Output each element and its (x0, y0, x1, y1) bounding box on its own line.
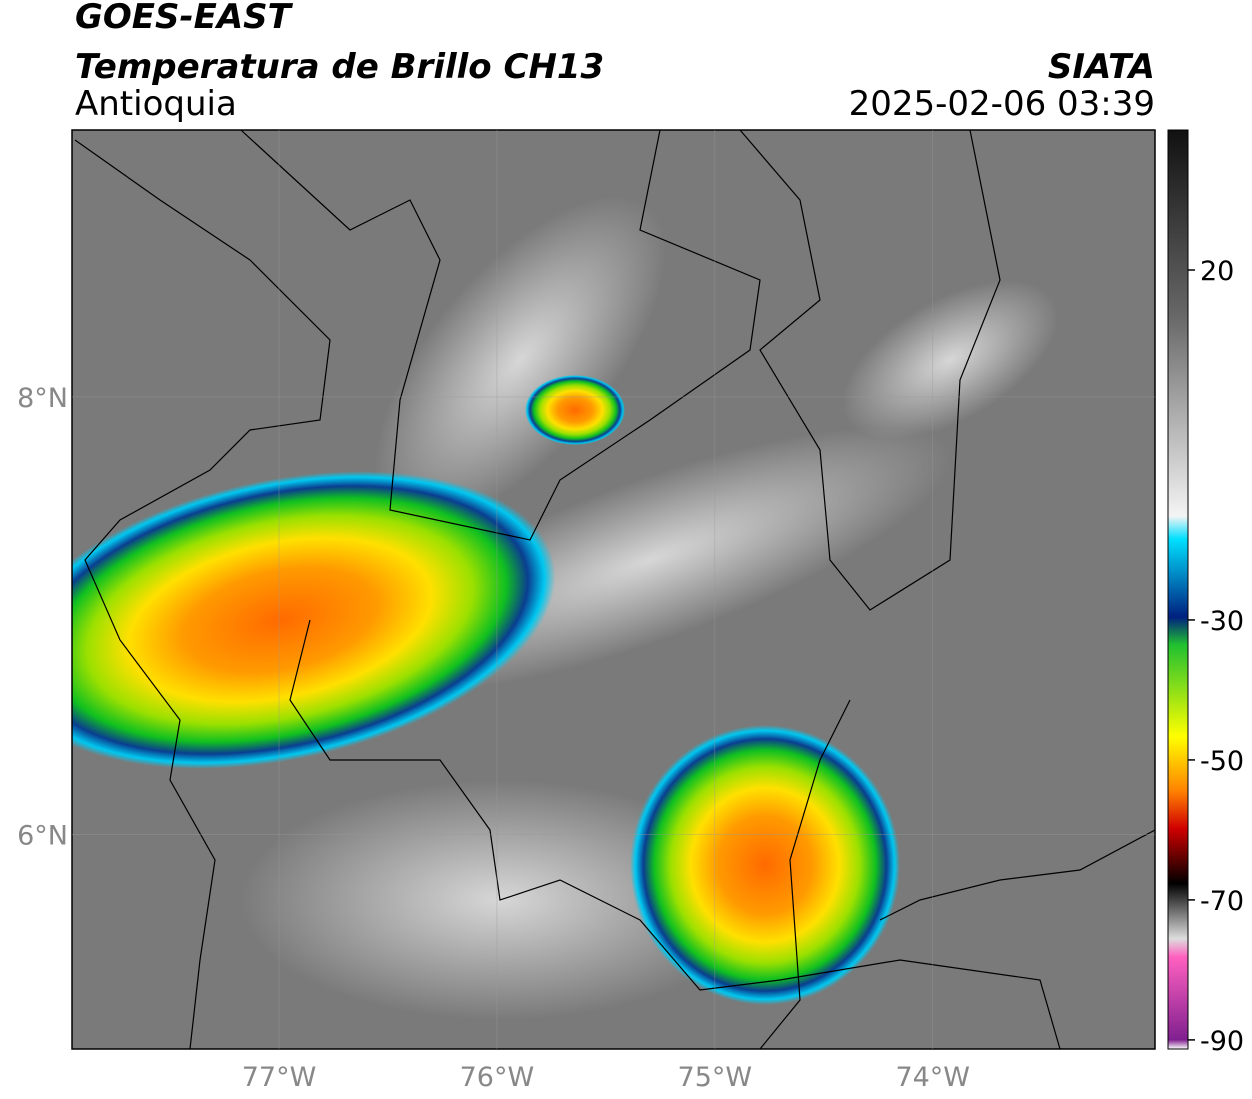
source: SIATA (1048, 47, 1155, 87)
lat-tick-label: 8°N (17, 383, 68, 414)
lon-tick-label: 75°W (678, 1062, 753, 1093)
region: Antioquia (75, 84, 237, 124)
lon-tick-label: 77°W (242, 1062, 317, 1093)
colorbar (1167, 129, 1189, 1050)
lat-tick-label: 6°N (17, 821, 68, 852)
colorbar-tick-label: -90 (1200, 1026, 1244, 1057)
map-frame (71, 129, 1156, 1050)
borders (74, 130, 1155, 1049)
colorbar-tick-label: -50 (1200, 746, 1244, 777)
colorbar-tick-label: -30 (1200, 606, 1244, 637)
colorbar-tick-label: 20 (1200, 256, 1234, 287)
timestamp: 2025-02-06 03:39 (849, 84, 1155, 124)
title: GOES-EAST (75, 0, 294, 37)
subtitle: Temperatura de Brillo CH13 (75, 47, 604, 87)
lon-tick-label: 76°W (460, 1062, 535, 1093)
colorbar-tick-label: -70 (1200, 886, 1244, 917)
lon-tick-label: 74°W (895, 1062, 970, 1093)
satellite-image (72, 130, 1155, 1049)
